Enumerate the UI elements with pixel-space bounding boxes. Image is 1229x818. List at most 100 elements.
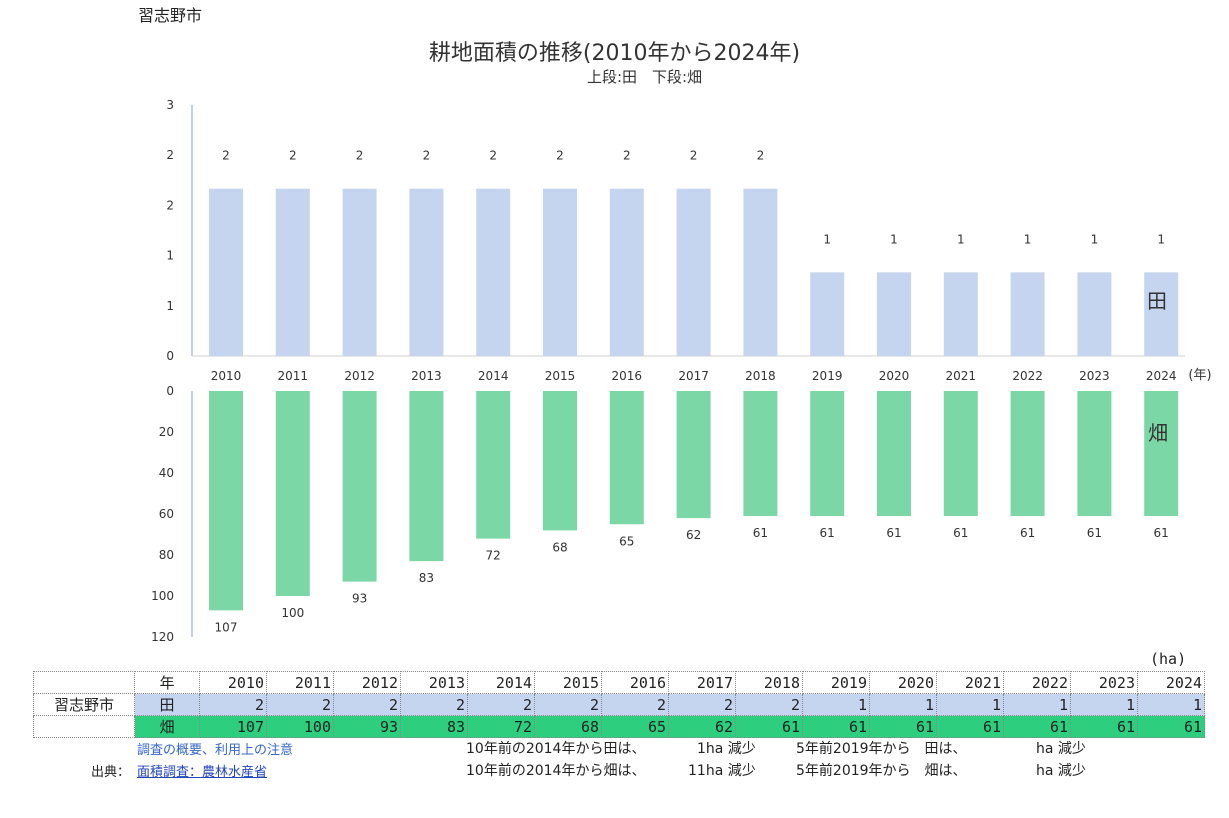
field-data-label: 61 [1154,526,1169,540]
field-y-tick: 40 [159,466,174,480]
table-row: 畑 107 100 93 83 72 68 65 62 61 61 61 61 61 61 61 [33,715,1205,738]
rice-data-label: 1 [823,232,831,246]
x-tick-label: 2024 [1146,369,1177,383]
x-tick-label: 2011 [278,369,309,383]
field-data-label: 61 [1020,526,1035,540]
field-bar [476,391,511,539]
table-value-cell: 61 [802,715,870,738]
table-value-cell: 65 [601,715,669,738]
rice-bar [1144,272,1179,356]
table-year-header: 年 [134,671,200,694]
x-tick-label: 2023 [1079,369,1110,383]
summary-field-10y-value: 11ha 減少 [688,763,756,779]
rice-bar [476,188,511,356]
table-value-cell: 2 [668,693,736,716]
bar-chart: 0 1 1 2 2 3 0 20 40 60 80 100 120 2 2010 107 2 2011 100 2 20… [151,98,1211,644]
field-y-tick: 0 [166,384,174,398]
city-label: 習志野市 [138,6,203,25]
x-tick-label: 2021 [946,369,977,383]
table-year-cell: 2010 [199,671,267,694]
field-bar [1010,391,1045,517]
rice-y-tick: 2 [166,198,174,212]
table-year-cell: 2012 [333,671,401,694]
table-value-cell: 2 [735,693,803,716]
rice-y-tick: 0 [166,349,174,363]
x-tick-label: 2019 [812,369,843,383]
rice-data-label: 2 [690,149,698,163]
rice-bar [810,272,845,356]
rice-bar [409,188,444,356]
field-bar [609,391,644,525]
rice-y-tick: 1 [166,249,174,263]
table-value-cell: 83 [400,715,468,738]
table-row-label: 田 [134,693,200,716]
field-bar [543,391,577,531]
survey-note-link[interactable]: 調査の概要、利用上の注意 [137,743,294,758]
table-value-cell: 61 [1137,715,1205,738]
rice-bar [743,188,778,356]
summary-rice-5y: 5年前2019年から 田は、 [796,741,967,757]
x-tick-label: 2014 [478,369,509,383]
x-tick-label: 2018 [745,369,776,383]
rice-data-label: 2 [222,149,230,163]
field-y-tick: 60 [159,507,174,521]
field-y-tick: 120 [151,630,174,644]
field-bar [810,391,845,517]
rice-data-label: 2 [757,149,765,163]
field-data-label: 61 [886,526,901,540]
rice-bar [342,188,377,356]
field-bar [275,391,310,596]
table-value-cell: 72 [467,715,535,738]
table-value-cell: 1 [1070,693,1138,716]
rice-bar [275,188,310,356]
x-tick-label: 2022 [1012,369,1043,383]
table-value-cell: 61 [869,715,937,738]
rice-data-label: 2 [623,149,631,163]
table-year-cell: 2014 [467,671,535,694]
field-bar [409,391,444,562]
rice-series-label: 田 [1147,289,1167,313]
data-table: 年 2010 2011 2012 2013 2014 2015 2016 2017 2018 201… [33,671,1205,738]
summary-field-5y-value: ha 減少 [1036,763,1086,779]
table-year-cell: 2024 [1137,671,1205,694]
field-data-label: 61 [753,526,768,540]
table-city-cell [33,715,135,738]
field-y-tick: 100 [151,589,174,603]
table-year-cell: 2019 [802,671,870,694]
rice-data-label: 2 [356,149,364,163]
field-data-label: 65 [619,534,634,548]
table-value-cell: 1 [936,693,1004,716]
table-year-cell: 2020 [869,671,937,694]
x-tick-label: 2012 [344,369,375,383]
summary-rice-10y-value: 1ha 減少 [697,741,756,757]
field-bar [943,391,978,517]
table-year-cell: 2015 [534,671,602,694]
x-tick-label: 2010 [211,369,242,383]
field-data-label: 107 [215,620,238,634]
x-tick-label: 2016 [612,369,643,383]
rice-data-label: 1 [1157,232,1165,246]
source-link[interactable]: 面積調査：農林水産省 [137,765,268,780]
field-data-label: 61 [1087,526,1102,540]
field-data-label: 83 [419,571,434,585]
chart-title: 耕地面積の推移(2010年から2024年) [428,41,801,66]
table-year-cell: 2011 [266,671,334,694]
table-value-cell: 61 [936,715,1004,738]
rice-bar [877,272,911,356]
summary-field-10y: 10年前の2014年から畑は、 [466,763,646,779]
table-value-cell: 1 [1003,693,1071,716]
chart-subtitle: 上段:田 下段:畑 [586,68,703,86]
table-value-cell: 61 [1003,715,1071,738]
field-data-label: 62 [686,528,701,542]
x-tick-label: 2020 [879,369,910,383]
field-bar [743,391,778,517]
table-value-cell: 1 [1137,693,1205,716]
rice-data-label: 2 [556,149,564,163]
table-year-cell: 2021 [936,671,1004,694]
rice-bar [1010,272,1045,356]
rice-data-label: 1 [1091,232,1099,246]
field-data-label: 68 [552,540,567,554]
table-unit: (ha) [1150,650,1187,668]
rice-bar [676,188,711,356]
field-series-label: 畑 [1148,421,1168,445]
